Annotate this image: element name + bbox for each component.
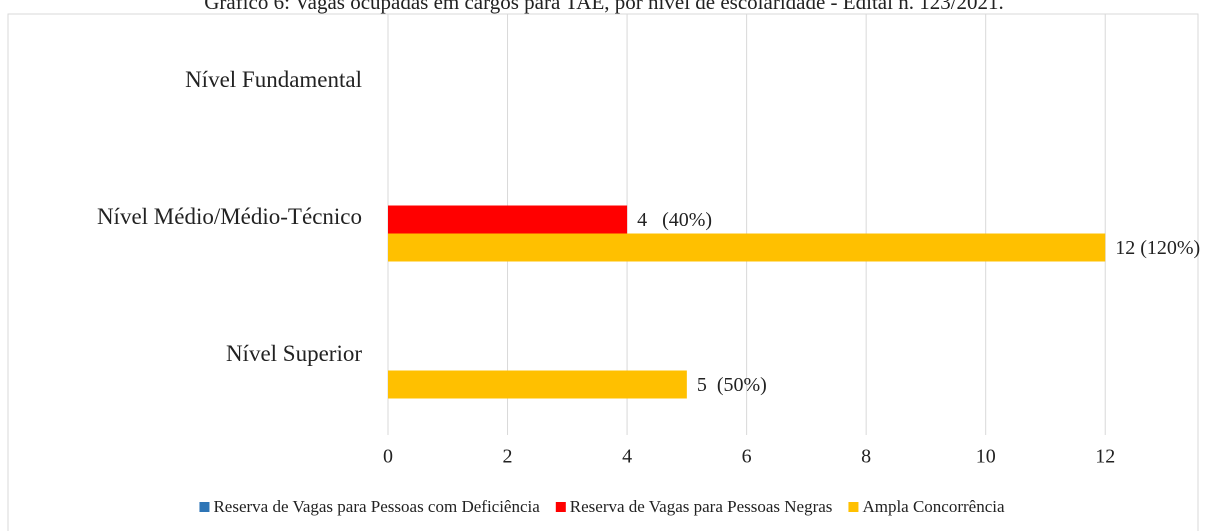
x-tick-label: 2 (503, 446, 513, 468)
y-tick-label: Nível Médio/Médio-Técnico (97, 204, 362, 229)
x-tick-label: 6 (742, 446, 752, 468)
bar (388, 370, 687, 399)
legend-label: Ampla Concorrência (862, 497, 1005, 516)
legend-swatch (848, 502, 859, 512)
x-tick-label: 4 (622, 446, 632, 468)
legend-label: Reserva de Vagas para Pessoas Negras (570, 497, 833, 516)
y-tick-label: Nível Fundamental (185, 67, 362, 92)
x-tick-label: 0 (383, 446, 393, 468)
data-label: 12 (120%) (1115, 237, 1200, 259)
chart-frame (7, 13, 1199, 531)
y-tick-label: Nível Superior (226, 341, 362, 366)
chart-title: Gráfico 6: Vagas ocupadas em cargos para… (204, 0, 1004, 14)
legend-swatch (199, 502, 210, 512)
x-tick-label: 10 (976, 446, 996, 468)
legend-swatch (555, 502, 566, 512)
x-tick-label: 8 (861, 446, 871, 468)
x-tick-label: 12 (1095, 446, 1115, 468)
data-label: 5 (50%) (697, 374, 767, 396)
bar (388, 205, 628, 234)
data-label: 4 (40%) (637, 209, 712, 231)
legend-label: Reserva de Vagas para Pessoas com Defici… (213, 497, 540, 516)
bar (388, 233, 1106, 262)
